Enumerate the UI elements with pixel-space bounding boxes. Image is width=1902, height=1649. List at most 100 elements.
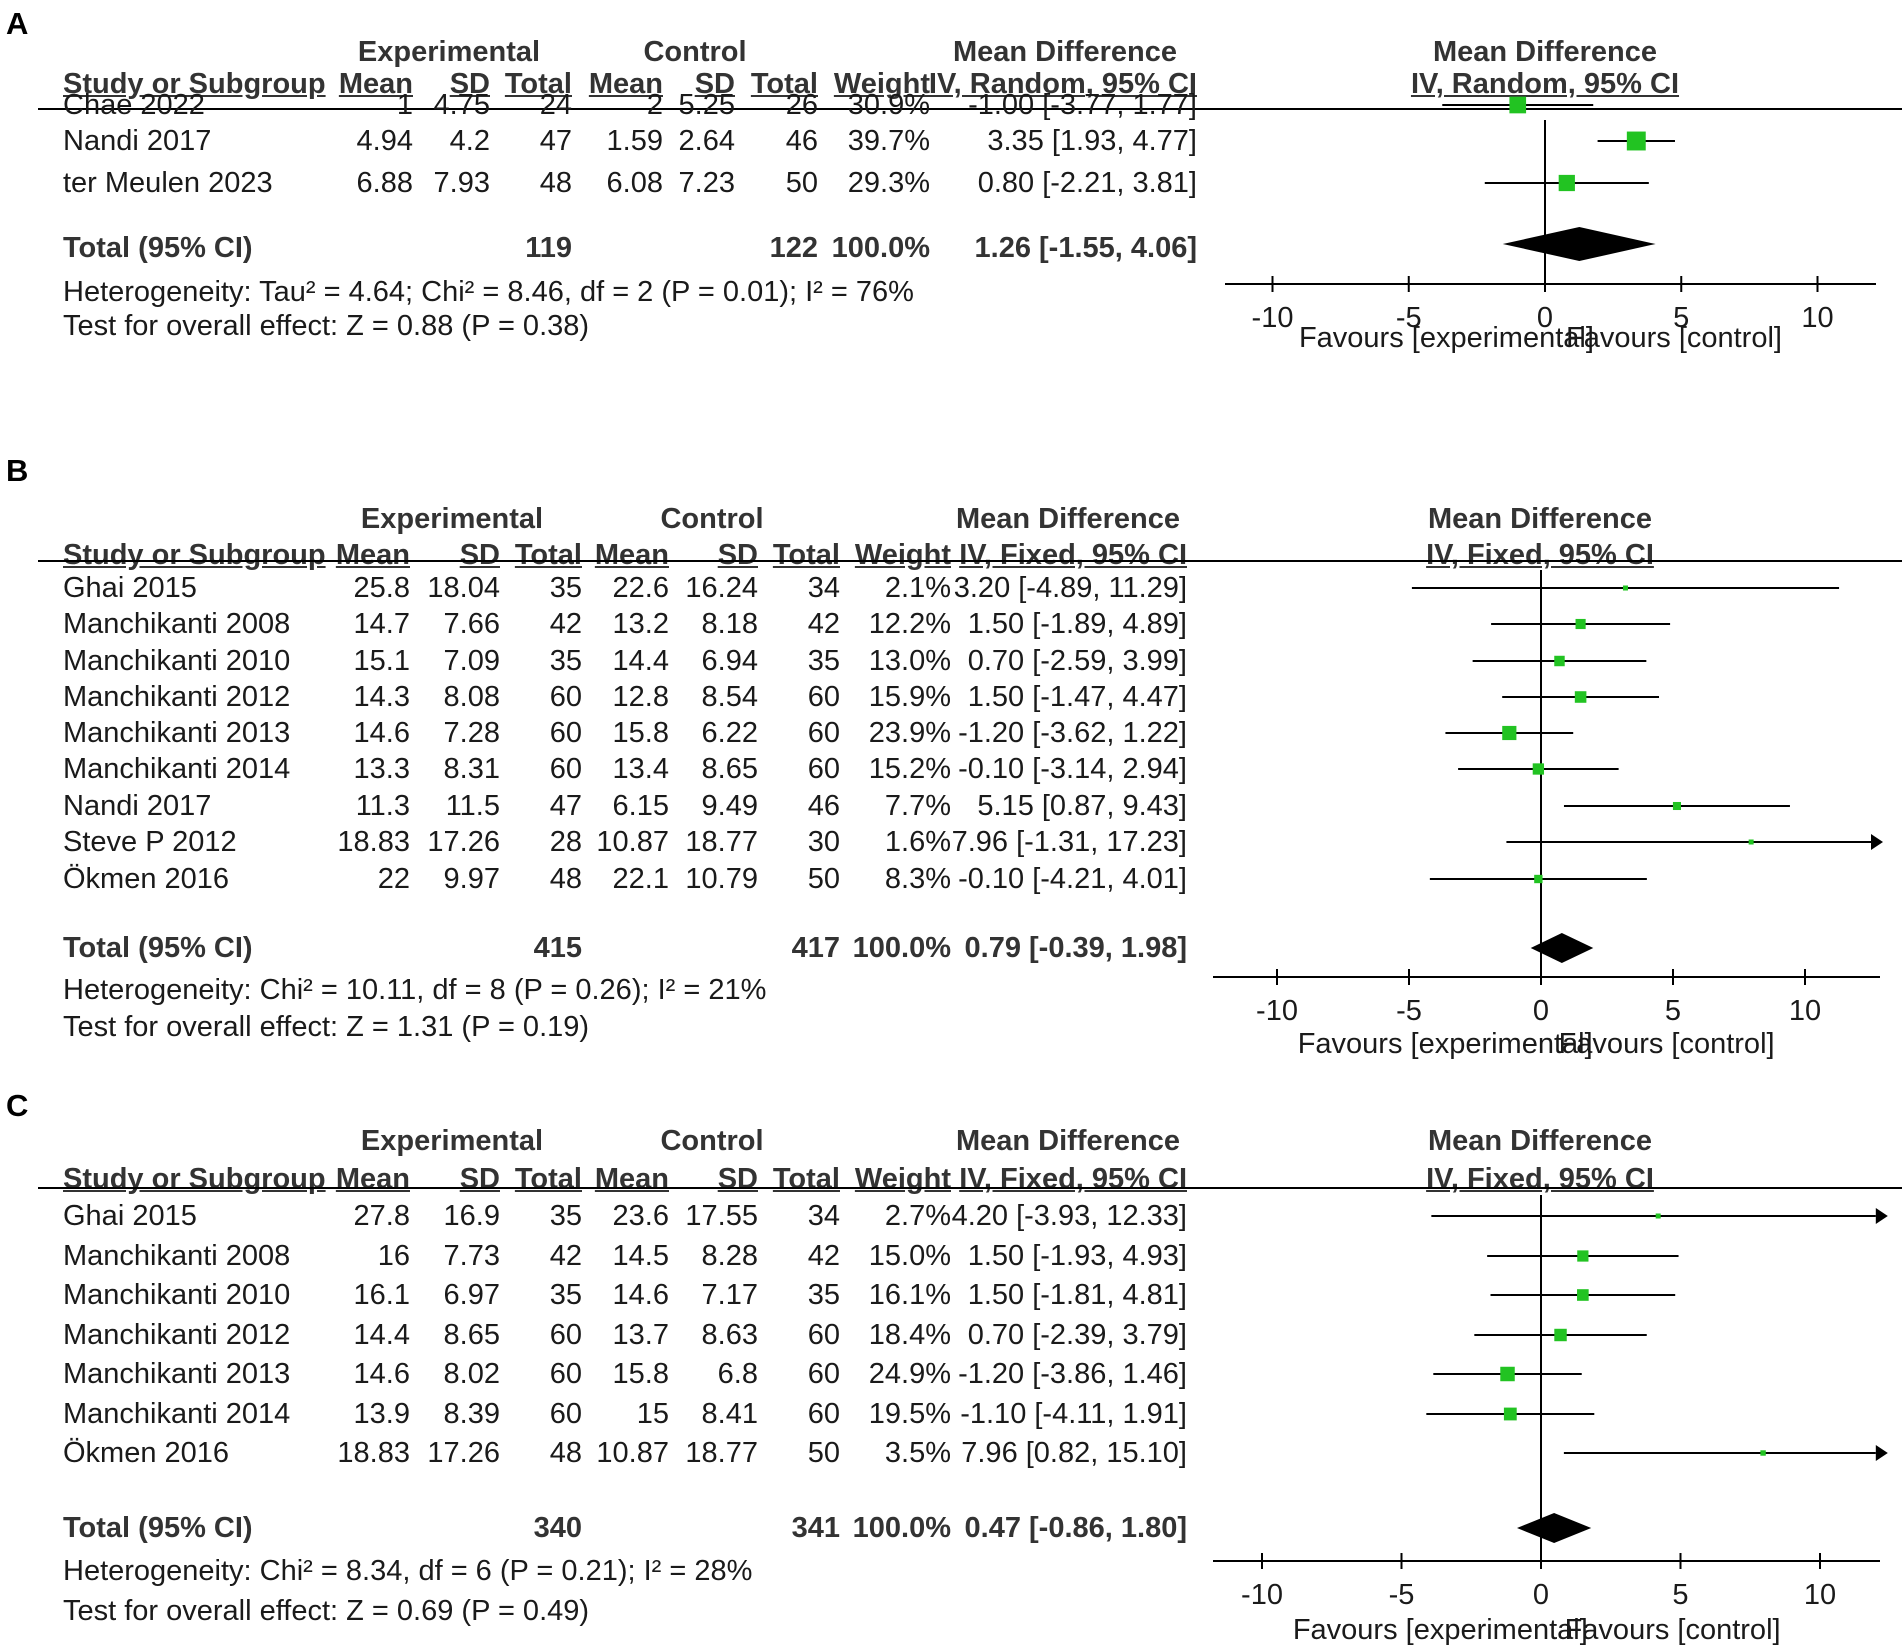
exp-mean: 13.9: [353, 1398, 410, 1430]
exp-mean: 14.7: [353, 608, 410, 640]
exp-mean: 1: [396, 89, 413, 121]
exp-total: 60: [549, 1358, 582, 1390]
exp-mean: 22: [377, 863, 410, 895]
effect-marker: [1760, 1450, 1766, 1456]
control-header: Control: [643, 36, 747, 68]
study-name: Nandi 2017: [63, 790, 212, 822]
exp-mean: 11.3: [355, 790, 410, 822]
ctl-sd: 8.65: [701, 753, 758, 785]
exp-mean: 4.94: [356, 125, 413, 157]
exp-sd: 16.9: [443, 1200, 500, 1232]
exp-sd: 9.97: [443, 863, 500, 895]
ctl-mean: 22.1: [612, 863, 669, 895]
ctl-mean-header: Mean: [594, 539, 669, 571]
study-name: Manchikanti 2008: [63, 608, 291, 640]
total-exp: 119: [525, 232, 572, 264]
ctl-mean: 2: [646, 89, 663, 121]
overall-effect-text: Test for overall effect: Z = 0.88 (P = 0…: [63, 310, 590, 342]
exp-sd: 8.02: [443, 1358, 500, 1390]
experimental-header: Experimental: [360, 1125, 544, 1157]
total-label: Total (95% CI): [63, 232, 253, 264]
exp-mean-header: Mean: [335, 539, 410, 571]
study-ci: -1.00 [-3.77, 1.77]: [968, 89, 1197, 121]
effect-marker: [1554, 1328, 1567, 1342]
ctl-sd: 6.94: [701, 645, 758, 677]
study-weight: 13.0%: [868, 645, 951, 677]
study-name: Manchikanti 2013: [63, 1358, 291, 1390]
header-rule: [38, 108, 1902, 110]
axis-tick-label: 5: [1672, 1579, 1689, 1611]
ci-header: IV, Fixed, 95% CI: [959, 539, 1187, 571]
study-weight: 30.9%: [847, 89, 930, 121]
study-weight: 29.3%: [847, 167, 930, 199]
exp-total-header: Total: [514, 539, 582, 571]
overall-effect-text: Test for overall effect: Z = 1.31 (P = 0…: [63, 1011, 590, 1043]
axis-tick-label: -5: [1396, 995, 1422, 1027]
axis-tick-label: 10: [1788, 995, 1822, 1027]
overall-effect-text: Test for overall effect: Z = 0.69 (P = 0…: [63, 1595, 590, 1627]
study-name: Manchikanti 2010: [63, 1279, 291, 1311]
exp-total: 28: [549, 826, 582, 858]
favours-left-label: Favours [experimental]: [1292, 1614, 1588, 1646]
exp-mean: 25.8: [353, 572, 410, 604]
effect-marker: [1655, 1213, 1661, 1219]
favours-left-label: Favours [experimental]: [1297, 1028, 1593, 1060]
exp-sd: 7.66: [443, 608, 500, 640]
axis-tick-label: 0: [1532, 995, 1550, 1027]
axis-tick-label: -10: [1251, 302, 1294, 334]
total-ci: 0.47 [-0.86, 1.80]: [964, 1512, 1187, 1544]
axis-tick-label: -10: [1256, 995, 1298, 1027]
exp-total: 48: [549, 1437, 582, 1469]
study-name: Manchikanti 2012: [63, 681, 291, 713]
axis-tick-label: -10: [1241, 1579, 1283, 1611]
ctl-total: 34: [807, 572, 840, 604]
ctl-sd: 5.25: [678, 89, 735, 121]
study-weight: 3.5%: [884, 1437, 951, 1469]
study-weight: 15.9%: [868, 681, 951, 713]
exp-total: 24: [539, 89, 572, 121]
exp-sd: 7.09: [443, 645, 500, 677]
ctl-total: 46: [807, 790, 840, 822]
total-ctl: 341: [791, 1512, 840, 1544]
study-name: Manchikanti 2013: [63, 717, 291, 749]
exp-sd: 6.97: [443, 1279, 500, 1311]
experimental-header: Experimental: [360, 503, 544, 535]
ctl-sd: 6.22: [701, 717, 758, 749]
exp-mean: 16.1: [353, 1279, 410, 1311]
total-label: Total (95% CI): [63, 932, 253, 964]
ctl-total: 42: [807, 1240, 840, 1272]
ctl-total: 50: [785, 167, 818, 199]
total-ctl: 122: [769, 232, 818, 264]
pooled-diamond: [1517, 1513, 1592, 1543]
exp-total: 35: [549, 645, 582, 677]
study-weight: 8.3%: [884, 863, 951, 895]
study-name: Steve P 2012: [63, 826, 237, 858]
exp-mean: 16: [377, 1240, 410, 1272]
axis-tick-label: -5: [1395, 302, 1422, 334]
exp-mean: 14.4: [353, 1319, 410, 1351]
ci-arrow: [1871, 834, 1883, 850]
exp-mean: 13.3: [353, 753, 410, 785]
ctl-mean: 22.6: [612, 572, 669, 604]
weight-header: Weight: [833, 68, 930, 100]
control-header: Control: [660, 503, 764, 535]
study-ci: 1.50 [-1.93, 4.93]: [967, 1240, 1187, 1272]
pooled-diamond: [1502, 227, 1656, 261]
ctl-total: 60: [807, 717, 840, 749]
pooled-diamond: [1530, 933, 1594, 963]
study-weight: 16.1%: [868, 1279, 951, 1311]
plot-ci-header: IV, Fixed, 95% CI: [1426, 1163, 1654, 1195]
study-weight: 15.2%: [868, 753, 951, 785]
mean-difference-header: Mean Difference: [955, 1125, 1180, 1157]
study-weight: 19.5%: [868, 1398, 951, 1430]
ctl-total: 42: [807, 608, 840, 640]
exp-sd-header: SD: [459, 1163, 500, 1195]
ctl-mean: 14.6: [612, 1279, 669, 1311]
mean-difference-plot-header: Mean Difference: [1427, 1125, 1652, 1157]
study-name: Manchikanti 2010: [63, 645, 291, 677]
exp-total: 35: [549, 572, 582, 604]
study-weight: 12.2%: [868, 608, 951, 640]
